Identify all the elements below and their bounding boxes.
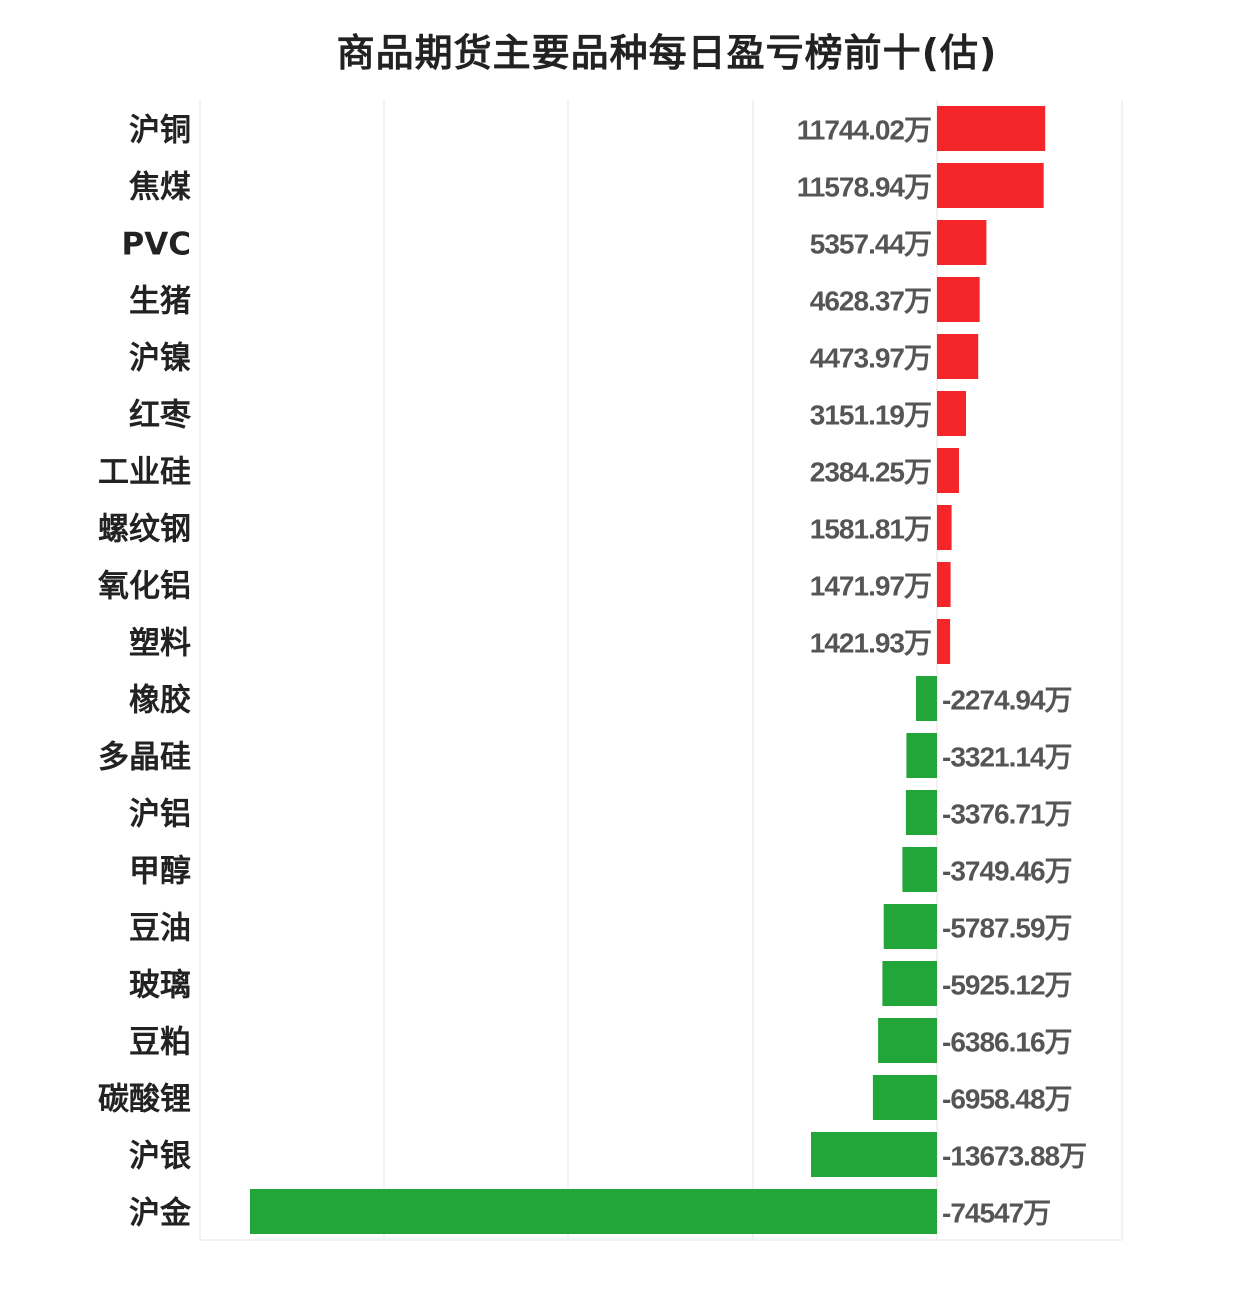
data-label: 11578.94万: [797, 172, 931, 203]
bar: [937, 163, 1044, 208]
category-label: 碳酸锂: [98, 1082, 191, 1118]
data-label: 1421.93万: [810, 628, 931, 659]
category-label: 塑料: [129, 626, 191, 662]
bar: [872, 1075, 937, 1120]
bar: [902, 847, 937, 892]
category-label: 红枣: [129, 398, 192, 434]
bar: [883, 904, 937, 949]
bar: [937, 220, 987, 265]
category-label: 沪铜: [129, 113, 191, 149]
bar: [937, 448, 959, 493]
bar: [937, 505, 952, 550]
bar: [937, 619, 951, 664]
data-label: -6386.16万: [942, 1027, 1072, 1058]
bar: [937, 391, 966, 436]
bar: [937, 562, 951, 607]
category-label: 多晶硅: [98, 740, 191, 776]
category-label: 玻璃: [129, 968, 191, 1004]
data-label: 3151.19万: [810, 400, 931, 431]
data-label: -6958.48万: [942, 1084, 1072, 1115]
bar: [937, 106, 1046, 151]
category-label: 氧化铝: [98, 569, 191, 605]
bar: [906, 733, 937, 778]
category-label: 沪铝: [129, 797, 191, 833]
data-label: -5925.12万: [942, 970, 1072, 1001]
data-label: 4473.97万: [810, 343, 931, 374]
data-label: -3376.71万: [942, 799, 1072, 830]
category-label: 豆粕: [129, 1025, 191, 1061]
bar: [882, 961, 937, 1006]
data-label: -3749.46万: [942, 856, 1072, 887]
data-label: 11744.02万: [797, 115, 931, 146]
data-label: -3321.14万: [942, 742, 1072, 773]
data-label: 4628.37万: [810, 286, 931, 317]
bar: [905, 790, 937, 835]
bar: [937, 277, 980, 322]
bar: [878, 1018, 937, 1063]
category-label: 沪金: [129, 1196, 192, 1232]
data-label: 5357.44万: [810, 229, 931, 260]
data-label: -2274.94万: [942, 685, 1072, 716]
category-label: 橡胶: [129, 683, 191, 719]
bar: [916, 676, 937, 721]
data-label: 1471.97万: [810, 571, 931, 602]
data-label: 2384.25万: [810, 457, 931, 488]
data-label: -13673.88万: [942, 1141, 1086, 1172]
category-label: 螺纹钢: [98, 512, 191, 548]
data-label: -5787.59万: [942, 913, 1072, 944]
category-label: PVC: [122, 227, 191, 263]
category-label: 沪镍: [129, 341, 191, 377]
data-label: -74547万: [942, 1198, 1050, 1229]
category-label: 焦煤: [129, 170, 191, 206]
bar: [811, 1132, 937, 1177]
chart-title: 商品期货主要品种每日盈亏榜前十(估): [336, 31, 998, 75]
category-label: 甲醇: [129, 854, 191, 890]
bar: [250, 1189, 937, 1234]
category-label: 工业硅: [98, 455, 191, 491]
category-label: 沪银: [129, 1139, 191, 1175]
category-label: 豆油: [129, 911, 191, 947]
bar: [937, 334, 979, 379]
data-label: 1581.81万: [810, 514, 931, 545]
category-label: 生猪: [129, 284, 191, 320]
